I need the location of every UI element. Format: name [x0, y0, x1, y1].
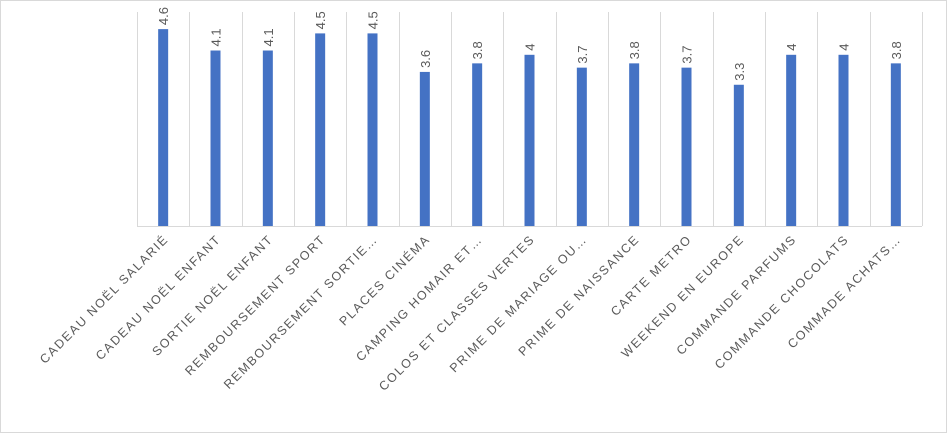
- data-label: 4.6: [156, 7, 171, 25]
- data-label: 3.8: [889, 41, 904, 59]
- data-label: 3.7: [680, 46, 695, 64]
- bar: [419, 71, 430, 226]
- data-label: 4: [837, 44, 852, 51]
- data-label: 4: [523, 44, 538, 51]
- bar: [681, 67, 692, 226]
- data-label: 4.1: [261, 28, 276, 46]
- data-label: 3.6: [418, 50, 433, 68]
- bar: [786, 54, 797, 226]
- bar: [315, 33, 326, 227]
- bar: [210, 50, 221, 226]
- bar: [472, 63, 483, 226]
- data-label: 4: [784, 44, 799, 51]
- bar: [629, 63, 640, 226]
- data-label: 3.3: [732, 63, 747, 81]
- bar: [733, 84, 744, 226]
- bar: [262, 50, 273, 226]
- data-label: 3.8: [627, 41, 642, 59]
- bar: [838, 54, 849, 226]
- bar: [576, 67, 587, 226]
- bar: [524, 54, 535, 226]
- data-label: 4.5: [366, 11, 381, 29]
- bar: [367, 33, 378, 227]
- data-label: 4.1: [209, 28, 224, 46]
- data-label: 3.8: [470, 41, 485, 59]
- bar: [890, 63, 901, 226]
- category-label: COMMADE ACHATS…: [785, 232, 904, 351]
- data-label: 4.5: [313, 11, 328, 29]
- category-label: PLACES CINÉMA: [336, 232, 433, 329]
- bar: [158, 29, 169, 227]
- data-label: 3.7: [575, 46, 590, 64]
